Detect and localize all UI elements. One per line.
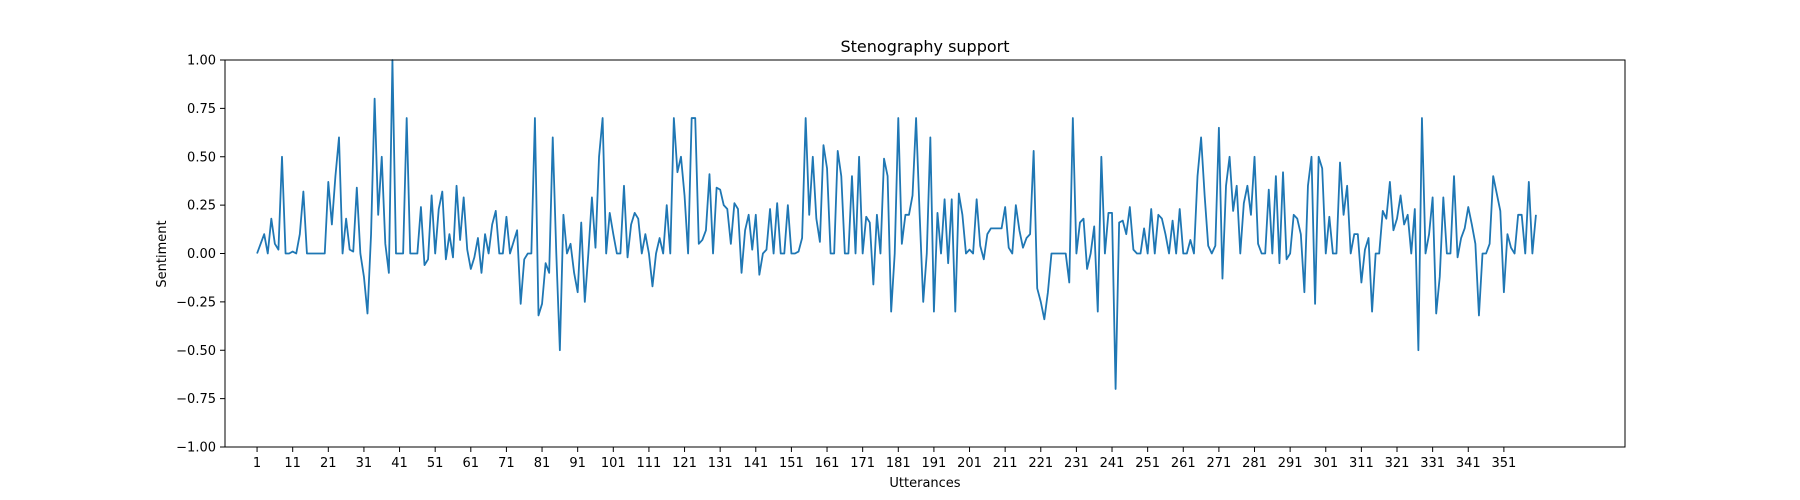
x-tick-label: 181 <box>886 456 911 471</box>
y-tick-label: −1.00 <box>176 441 216 456</box>
x-tick-label: 211 <box>993 456 1018 471</box>
x-tick-label: 151 <box>779 456 804 471</box>
x-tick-label: 161 <box>815 456 840 471</box>
x-tick-label: 1 <box>253 456 261 471</box>
data-series-layer <box>256 59 1537 390</box>
x-tick-label: 141 <box>743 456 768 471</box>
x-tick-label: 101 <box>601 456 626 471</box>
sentiment-series-line <box>256 59 1537 390</box>
x-tick-label: 81 <box>534 456 551 471</box>
x-axis-label: Utterances <box>889 476 960 491</box>
x-tick-label: 11 <box>284 456 301 471</box>
x-tick-label: 61 <box>463 456 480 471</box>
y-tick-label: −0.75 <box>176 392 216 407</box>
x-tick-label: 231 <box>1064 456 1089 471</box>
x-tick-label: 191 <box>921 456 946 471</box>
x-tick-label: 221 <box>1028 456 1053 471</box>
y-tick-label: 1.00 <box>187 54 216 69</box>
x-tick-label: 31 <box>356 456 373 471</box>
x-tick-label: 201 <box>957 456 982 471</box>
x-tick-label: 241 <box>1100 456 1125 471</box>
x-tick-label: 171 <box>850 456 875 471</box>
x-tick-label: 121 <box>672 456 697 471</box>
x-tick-label: 341 <box>1456 456 1481 471</box>
x-tick-label: 91 <box>569 456 586 471</box>
x-tick-label: 251 <box>1135 456 1160 471</box>
y-tick-label: −0.25 <box>176 295 216 310</box>
plot-area-frame <box>224 59 1626 448</box>
x-tick-label: 351 <box>1491 456 1516 471</box>
y-tick-label: −0.50 <box>176 344 216 359</box>
x-tick-label: 321 <box>1385 456 1410 471</box>
y-tick-label: 0.50 <box>187 150 216 165</box>
x-tick-label: 301 <box>1313 456 1338 471</box>
x-tick-label: 331 <box>1420 456 1445 471</box>
x-tick-label: 71 <box>498 456 515 471</box>
x-tick-label: 41 <box>391 456 408 471</box>
y-tick-label: 0.00 <box>187 247 216 262</box>
x-tick-label: 111 <box>637 456 662 471</box>
x-tick-label: 51 <box>427 456 444 471</box>
y-tick-label: 0.75 <box>187 102 216 117</box>
x-tick-label: 261 <box>1171 456 1196 471</box>
chart-title: Stenography support <box>840 37 1009 56</box>
x-tick-label: 311 <box>1349 456 1374 471</box>
x-tick-label: 281 <box>1242 456 1267 471</box>
x-tick-label: 131 <box>708 456 733 471</box>
y-axis-label: Sentiment <box>155 220 170 287</box>
x-tick-label: 291 <box>1278 456 1303 471</box>
x-tick-label: 271 <box>1206 456 1231 471</box>
axis-ticks: −1.00 −0.75 −0.50 −0.25 0.00 0.25 0.50 0.75 1.00… <box>176 54 1516 472</box>
x-tick-label: 21 <box>320 456 337 471</box>
y-tick-label: 0.25 <box>187 199 216 214</box>
